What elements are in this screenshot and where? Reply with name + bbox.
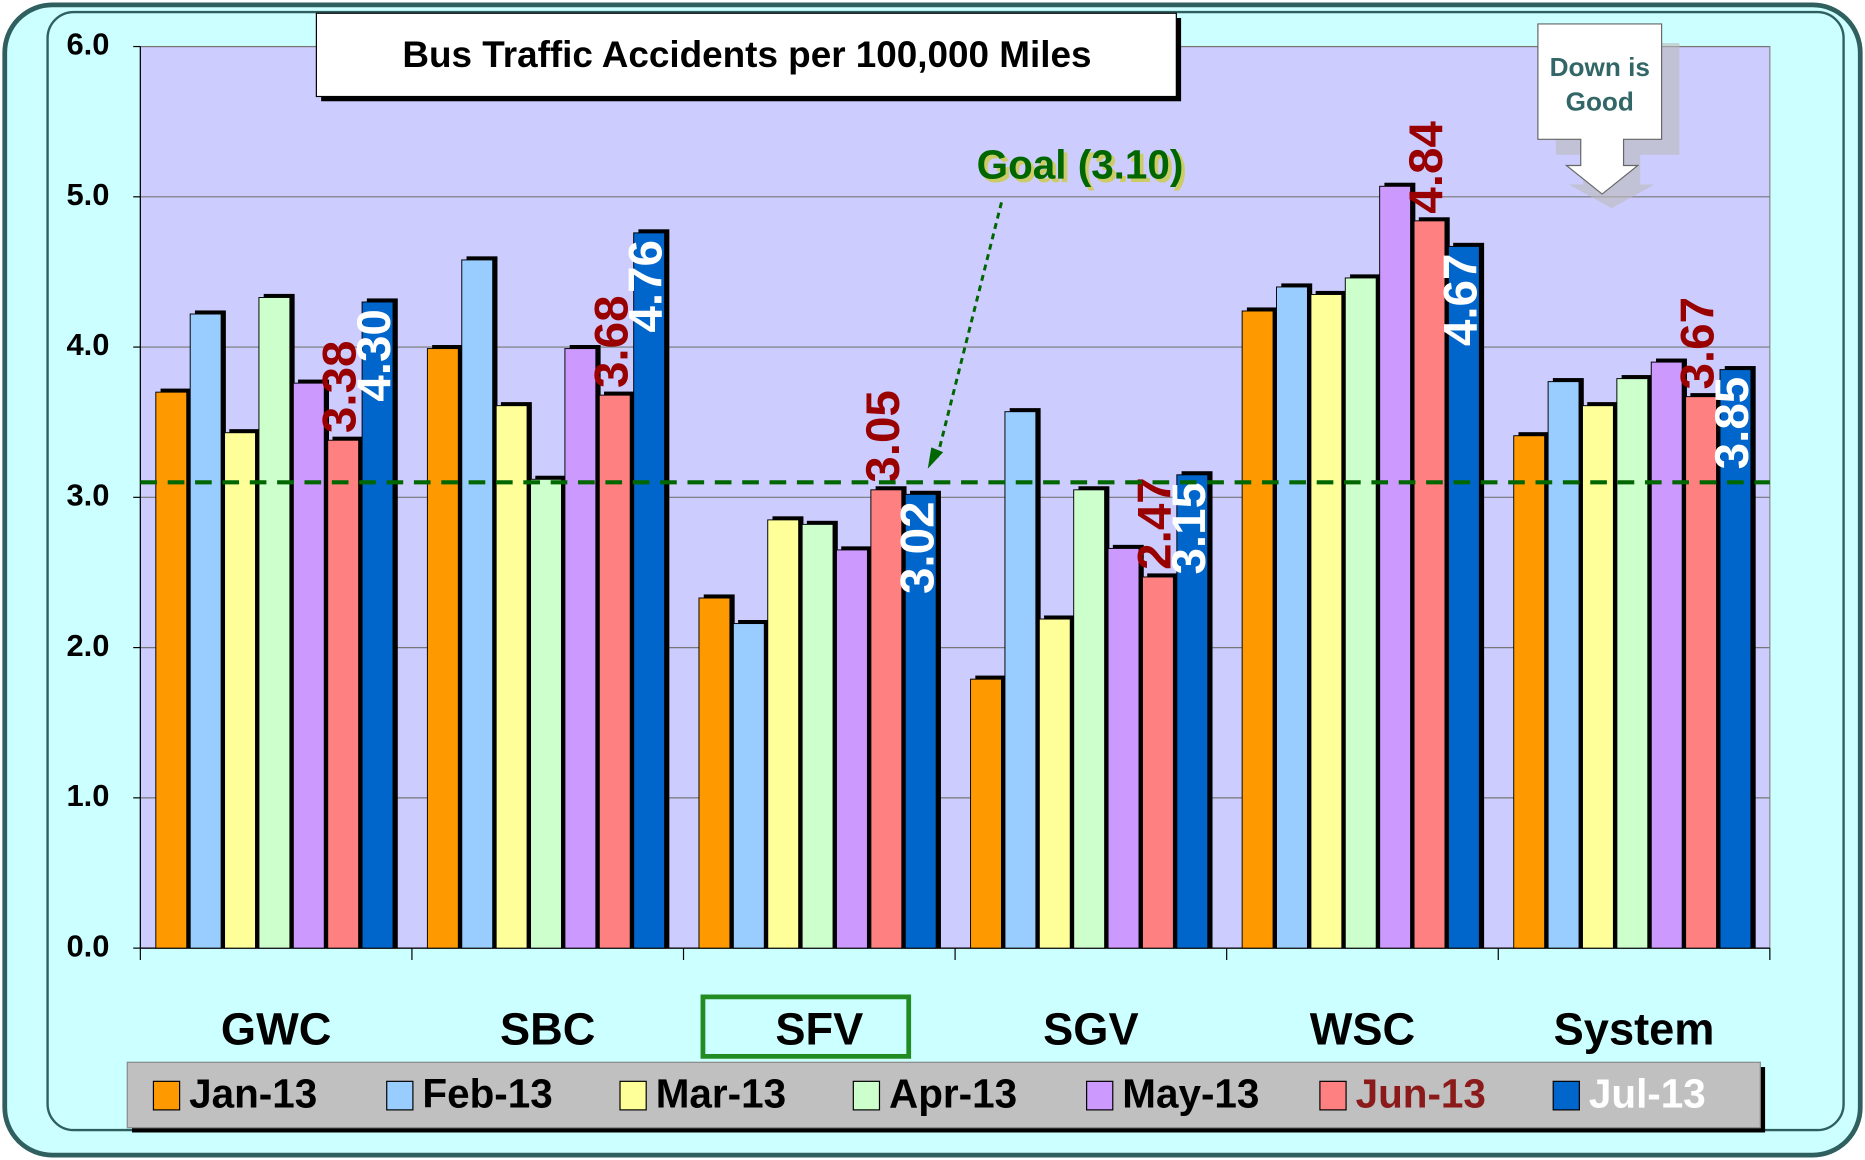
bar xyxy=(1582,405,1614,949)
legend-label: Jun-13 xyxy=(1356,1070,1486,1116)
bar xyxy=(530,478,562,949)
bar xyxy=(1379,185,1412,949)
bar xyxy=(1038,618,1071,949)
bar xyxy=(1650,361,1683,949)
bar xyxy=(970,678,1002,949)
bar xyxy=(461,259,494,949)
bar xyxy=(767,519,800,949)
bar xyxy=(155,391,188,949)
annotation-line: Down is xyxy=(1550,52,1650,82)
legend-label: Jan-13 xyxy=(189,1070,317,1116)
goal-label: Goal (3.10) xyxy=(977,142,1184,188)
bar xyxy=(327,439,360,949)
bar xyxy=(1547,381,1580,949)
bar xyxy=(426,348,459,949)
legend-label: Apr-13 xyxy=(889,1070,1017,1116)
legend-swatch xyxy=(852,1080,881,1111)
bar xyxy=(258,297,291,949)
legend-label: Mar-13 xyxy=(656,1070,786,1116)
data-label: 2.47 xyxy=(1128,477,1181,570)
bar xyxy=(1413,220,1446,949)
data-label: 3.02 xyxy=(891,501,944,594)
bar xyxy=(1616,378,1649,949)
bar xyxy=(598,394,631,949)
bar xyxy=(1344,277,1377,949)
x-tick-label: SGV xyxy=(1043,1004,1138,1055)
bar xyxy=(1276,286,1308,949)
bar xyxy=(292,382,325,949)
legend-label: Jul-13 xyxy=(1589,1070,1706,1116)
bar xyxy=(1141,576,1174,949)
bar xyxy=(361,301,394,949)
legend-swatch xyxy=(1319,1080,1347,1111)
data-label: 4.84 xyxy=(1400,121,1453,214)
goal-label-shadow: Goal (3.10) xyxy=(980,145,1187,191)
bar xyxy=(1176,474,1209,949)
chart-title: Bus Traffic Accidents per 100,000 Miles xyxy=(402,34,1091,75)
data-label: 4.76 xyxy=(620,240,673,333)
data-label: 3.05 xyxy=(857,390,910,483)
bar xyxy=(564,348,597,949)
bar xyxy=(801,523,834,949)
x-tick-label: WSC xyxy=(1310,1004,1415,1055)
down-is-good: Down is Good xyxy=(1537,23,1680,209)
annotation-line: Good xyxy=(1566,87,1634,117)
highlight-box xyxy=(700,994,912,1059)
goal-arrowhead xyxy=(927,447,944,469)
x-tick-label: System xyxy=(1554,1004,1715,1055)
y-tick-label: 5.0 xyxy=(66,177,109,212)
data-label: 3.38 xyxy=(314,341,367,434)
legend-label: Feb-13 xyxy=(422,1070,552,1116)
legend-swatch xyxy=(386,1080,414,1111)
bar xyxy=(633,232,666,949)
data-label: 4.67 xyxy=(1434,254,1487,347)
bar xyxy=(698,597,731,949)
bar xyxy=(1685,396,1718,949)
bar xyxy=(1004,411,1037,949)
bar xyxy=(1447,245,1480,949)
bar xyxy=(1107,547,1140,949)
bar xyxy=(1719,369,1752,949)
bar xyxy=(189,313,222,949)
x-tick-label: GWC xyxy=(221,1004,331,1055)
bar xyxy=(1241,310,1274,949)
data-label: 3.67 xyxy=(1672,297,1725,390)
title-box xyxy=(315,12,1177,98)
y-tick-label: 3.0 xyxy=(66,478,109,513)
y-tick-label: 6.0 xyxy=(66,27,109,62)
y-tick-label: 1.0 xyxy=(66,778,109,813)
bar xyxy=(224,432,256,949)
bar xyxy=(732,623,765,949)
goal-arrow xyxy=(934,201,1003,463)
callout xyxy=(1537,23,1663,195)
y-tick-label: 2.0 xyxy=(66,628,109,663)
data-label: 3.15 xyxy=(1163,482,1216,575)
legend-label: May-13 xyxy=(1122,1070,1259,1116)
x-tick-label: SFV xyxy=(775,1004,863,1055)
legend-swatch xyxy=(1086,1080,1114,1111)
legend-swatch xyxy=(1552,1080,1580,1111)
y-tick-label: 0.0 xyxy=(66,928,109,963)
bar xyxy=(904,493,937,949)
data-label: 3.85 xyxy=(1706,377,1759,470)
bar xyxy=(1073,489,1106,949)
data-label: 3.68 xyxy=(585,295,638,388)
bar xyxy=(870,489,903,949)
legend-swatch xyxy=(619,1080,647,1111)
bar xyxy=(1310,294,1343,949)
legend-swatch xyxy=(152,1080,181,1111)
bar xyxy=(495,405,528,949)
y-tick-label: 4.0 xyxy=(66,327,109,362)
data-label: 4.30 xyxy=(348,309,401,402)
x-tick-label: SBC xyxy=(500,1004,595,1055)
bar xyxy=(836,549,868,949)
bar xyxy=(1513,435,1546,949)
